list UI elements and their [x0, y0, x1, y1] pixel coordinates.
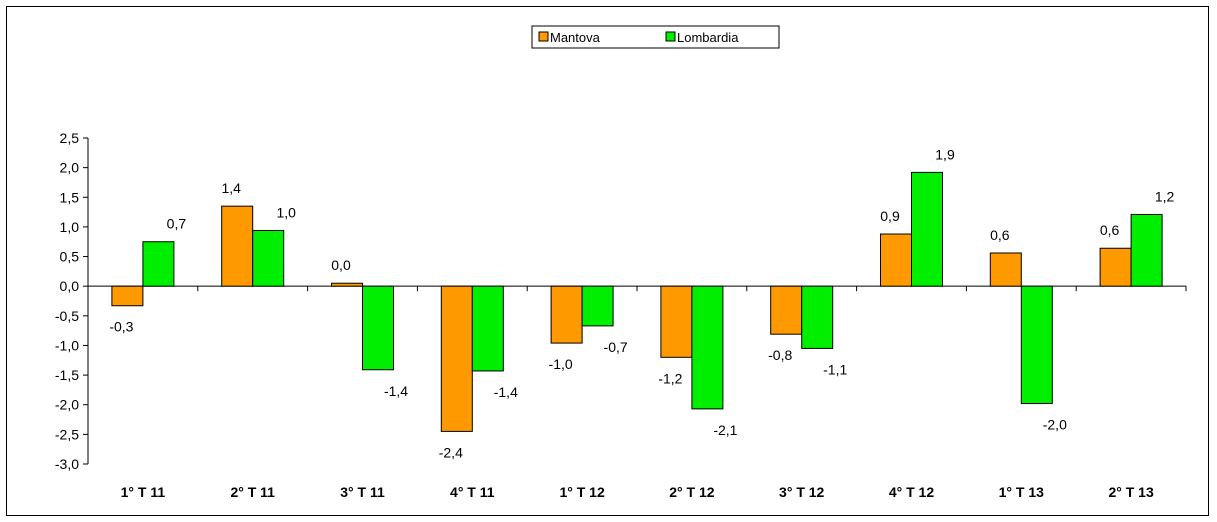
bar-mantova: [1099, 247, 1132, 287]
bar-mantova: [331, 282, 363, 287]
data-label-mantova: 0,9: [880, 208, 900, 224]
y-tick-label: 1,5: [60, 189, 80, 205]
x-tick-label: 3° T 12: [779, 484, 825, 500]
y-tick-label: 2,0: [60, 160, 80, 176]
y-tick-label: -1,0: [55, 337, 79, 353]
y-tick-label: 0,5: [60, 249, 80, 265]
y-tick-label: 1,0: [60, 219, 80, 235]
data-label-lombardia: 1,0: [276, 204, 296, 220]
data-label-mantova: -1,2: [658, 370, 682, 386]
data-label-lombardia: 1,9: [935, 146, 955, 162]
x-tick-label: 4° T 12: [889, 484, 935, 500]
legend-label-mantova: Mantova: [550, 30, 601, 45]
data-label-lombardia: -2,0: [1043, 417, 1067, 433]
x-tick-label: 1° T 11: [121, 484, 166, 500]
bar-lombardia: [581, 285, 614, 327]
y-tick-label: 0,0: [60, 278, 80, 294]
legend: Mantova Lombardia: [531, 25, 780, 49]
x-tick-label: 2° T 13: [1108, 484, 1154, 500]
data-label-lombardia: -1,1: [823, 361, 847, 377]
bar-mantova: [221, 205, 254, 287]
data-label-mantova: 0,0: [331, 257, 351, 273]
bar-mantova: [660, 285, 693, 358]
data-label-mantova: -0,8: [768, 347, 792, 363]
bar-lombardia: [801, 285, 834, 349]
y-tick-label: -3,0: [55, 456, 79, 472]
bar-mantova: [440, 285, 473, 432]
bar-lombardia: [911, 171, 943, 287]
x-tick-label: 2° T 11: [230, 484, 275, 500]
legend-label-lombardia: Lombardia: [677, 30, 739, 45]
data-label-mantova: -2,4: [439, 444, 463, 460]
bars: [111, 171, 1163, 432]
data-label-lombardia: 1,2: [1155, 188, 1175, 204]
data-label-mantova: 1,4: [221, 180, 241, 196]
data-label-lombardia: 0,7: [167, 216, 187, 232]
data-label-mantova: -1,0: [549, 356, 573, 372]
y-tick-label: -2,5: [55, 426, 79, 442]
bar-lombardia: [471, 285, 504, 372]
x-tick-label: 1° T 13: [999, 484, 1045, 500]
x-tick-label: 4° T 11: [450, 484, 495, 500]
legend-swatch-lombardia: [665, 31, 676, 42]
data-label-lombardia: -2,1: [713, 422, 737, 438]
data-label-lombardia: -0,7: [604, 339, 628, 355]
bar-mantova: [550, 285, 583, 344]
x-tick-label: 2° T 12: [669, 484, 715, 500]
bar-lombardia: [1130, 213, 1163, 287]
bar-mantova: [880, 233, 912, 287]
y-tick-label: 2,5: [60, 130, 80, 146]
bar-lombardia: [142, 241, 175, 287]
bar-lombardia: [252, 229, 285, 287]
data-label-lombardia: -1,4: [494, 384, 518, 400]
data-label-lombardia: -1,4: [384, 383, 408, 399]
data-label-mantova: 0,6: [990, 227, 1010, 243]
y-tick-label: -1,5: [55, 367, 79, 383]
bar-mantova: [770, 285, 803, 335]
data-label-mantova: -0,3: [109, 319, 133, 335]
y-tick-label: -2,0: [55, 397, 79, 413]
y-tick-label: -0,5: [55, 308, 79, 324]
data-labels: -0,3 1,4 0,0 -2,4 -1,0 -1,2 -0,8 0,9 0,6 0,6 0,7 1,…: [109, 146, 1174, 460]
bar-mantova: [989, 252, 1022, 287]
data-label-mantova: 0,6: [1100, 222, 1120, 238]
legend-box: [531, 25, 780, 49]
legend-swatch-mantova: [538, 31, 549, 42]
bar-lombardia: [1020, 285, 1053, 405]
x-tick-label: 1° T 12: [559, 484, 605, 500]
bar-lombardia: [691, 285, 724, 410]
bar-mantova: [111, 285, 144, 307]
x-tick-label: 3° T 11: [340, 484, 385, 500]
bar-lombardia: [362, 285, 394, 371]
